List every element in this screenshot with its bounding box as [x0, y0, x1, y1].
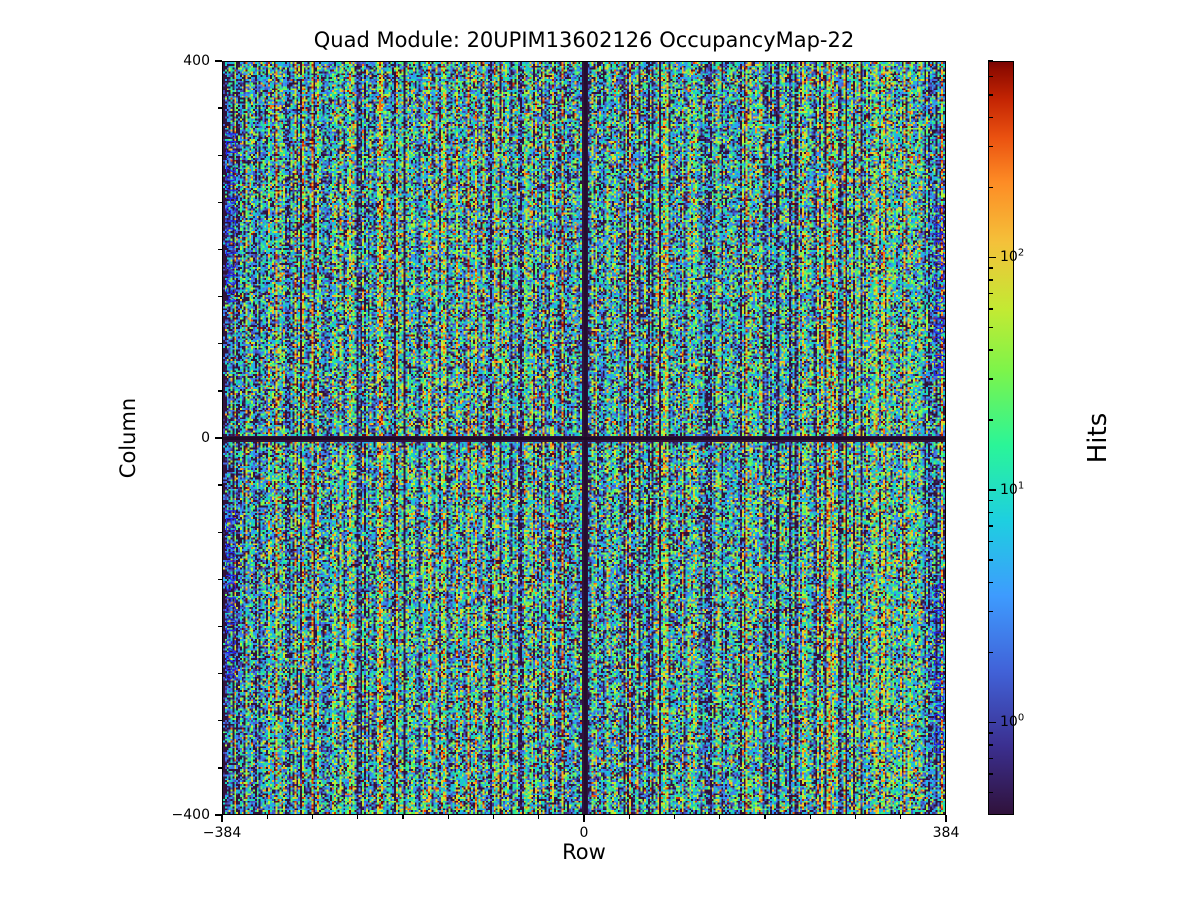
page-title: Quad Module: 20UPIM13602126 OccupancyMap… — [313, 28, 855, 52]
colorbar-minor-tick — [988, 349, 993, 351]
colorbar-minor-tick — [988, 651, 993, 654]
y-minor-tick — [218, 767, 222, 769]
y-minor-tick — [218, 343, 222, 345]
y-tick-mark — [215, 814, 222, 816]
colorbar-tick-mark — [988, 489, 996, 491]
y-tick-label: 400 — [183, 53, 210, 69]
colorbar-minor-tick — [988, 559, 993, 561]
fe-label-fe4: FE4: 20U PG FC 01 34233 — [933, 204, 946, 377]
x-tick-mark — [221, 815, 223, 822]
colorbar-minor-tick — [988, 292, 993, 295]
y-tick-label: −400 — [171, 807, 210, 823]
y-tick-mark — [215, 437, 222, 439]
colorbar-minor-tick — [988, 308, 993, 310]
y-minor-tick — [218, 531, 222, 533]
y-minor-tick — [218, 672, 222, 675]
x-tick-label: 384 — [932, 825, 960, 841]
colorbar-minor-tick — [988, 540, 993, 543]
x-minor-tick — [628, 815, 630, 819]
colorbar-minor-tick — [988, 744, 993, 746]
colorbar-minor-tick — [988, 525, 993, 527]
colorbar-minor-tick — [988, 116, 993, 119]
colorbar-minor-tick — [988, 60, 993, 62]
y-tick-label: 0 — [201, 430, 210, 446]
colorbar-minor-tick — [988, 791, 993, 794]
colorbar-minor-tick — [988, 94, 993, 96]
x-minor-tick — [357, 815, 359, 819]
colorbar-minor-tick — [988, 757, 993, 760]
colorbar-label: Hits — [1083, 412, 1113, 464]
fe-label-fe2: FE2: 20U PG FC 01 34236 — [222, 509, 237, 682]
x-minor-tick — [492, 815, 495, 819]
colorbar-tick-mark — [988, 721, 996, 724]
occupancy-heatmap — [223, 62, 945, 814]
colorbar-tick-mark — [988, 256, 996, 259]
colorbar-minor-tick — [988, 499, 993, 502]
x-tick-mark — [945, 815, 947, 822]
colorbar-minor-tick — [988, 511, 993, 514]
colorbar-minor-tick — [988, 75, 993, 78]
colorbar[interactable] — [988, 61, 1014, 815]
y-minor-tick — [218, 625, 222, 628]
colorbar-minor-tick — [988, 773, 993, 775]
x-axis-label: Row — [562, 840, 606, 864]
x-minor-tick — [900, 815, 902, 819]
colorbar-tick-label: 100 — [1000, 712, 1025, 731]
x-minor-tick — [447, 815, 449, 819]
x-minor-tick — [266, 815, 268, 819]
y-minor-tick — [218, 295, 222, 298]
colorbar-minor-tick — [988, 732, 993, 734]
y-minor-tick — [218, 578, 222, 581]
y-tick-mark — [215, 60, 222, 62]
x-minor-tick — [809, 815, 811, 819]
y-axis-label: Column — [116, 397, 140, 479]
x-minor-tick — [719, 815, 721, 819]
fe-label-fe1: FE1: 20U PG FC 01 34234 — [222, 132, 237, 305]
colorbar-minor-tick — [988, 186, 993, 189]
x-tick-mark — [583, 815, 585, 822]
colorbar-tick-label: 102 — [1000, 247, 1025, 266]
colorbar-minor-tick — [988, 145, 993, 148]
x-minor-tick — [538, 815, 540, 819]
y-minor-tick — [218, 107, 222, 109]
x-minor-tick — [764, 815, 766, 819]
y-minor-tick — [218, 484, 222, 486]
y-minor-tick — [218, 201, 222, 204]
colorbar-minor-tick — [988, 267, 993, 269]
x-tick-label: −384 — [202, 825, 242, 841]
y-minor-tick — [218, 720, 222, 722]
y-minor-tick — [218, 390, 222, 392]
colorbar-gradient — [988, 61, 1014, 815]
colorbar-minor-tick — [988, 326, 993, 329]
colorbar-minor-tick — [988, 581, 993, 584]
colorbar-tick-label: 101 — [1000, 480, 1025, 498]
x-minor-tick — [854, 815, 857, 819]
x-minor-tick — [311, 815, 314, 819]
x-tick-label: 0 — [579, 825, 589, 841]
x-minor-tick — [402, 815, 404, 819]
x-minor-tick — [673, 815, 676, 819]
heatmap-plot-area[interactable]: FE1: 20U PG FC 01 34234 FE2: 20U PG FC 0… — [222, 61, 946, 815]
colorbar-minor-tick — [988, 419, 993, 421]
colorbar-minor-tick — [988, 378, 993, 380]
colorbar-minor-tick — [988, 279, 993, 281]
fe-label-fe3: FE3: 20U PG FC 01 34235 — [933, 581, 946, 754]
colorbar-minor-tick — [988, 610, 993, 613]
y-minor-tick — [218, 154, 222, 156]
y-minor-tick — [218, 248, 222, 251]
